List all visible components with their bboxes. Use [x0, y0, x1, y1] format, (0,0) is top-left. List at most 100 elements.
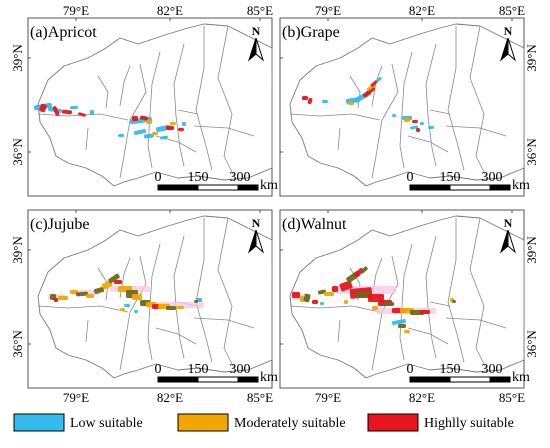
map-panel: 79°E 82°E 85°E 39°N 36°N (a)Apricot N 0 150 300 km — [10, 3, 279, 197]
scale-bar-label: 300 — [230, 170, 251, 185]
map-panel: 79°E 82°E 85°E 39°N 36°N (c)Jujube N 0 150 300 km — [10, 209, 278, 405]
suitability-patch — [132, 294, 142, 300]
scale-bar-label: 150 — [188, 362, 209, 377]
map-content — [289, 215, 525, 379]
county-boundary — [425, 43, 437, 167]
scale-bar-label: 0 — [155, 362, 162, 377]
suitability-patch — [398, 324, 406, 328]
suitability-patch — [146, 120, 152, 124]
scale-bar-segment-1 — [409, 184, 451, 191]
county-boundary — [445, 317, 507, 329]
county-boundary — [447, 218, 465, 363]
county-boundary — [337, 319, 341, 343]
suitability-patch — [292, 292, 300, 298]
scale-bar: 0 150 300 km — [155, 170, 279, 193]
county-boundary — [177, 109, 199, 115]
north-label: N — [252, 216, 261, 230]
county-boundary — [119, 65, 131, 107]
region-outline — [37, 215, 273, 379]
lon-tick-label: 82°E — [409, 3, 435, 18]
scale-bar-unit: km — [512, 178, 530, 193]
lon-tick-label: 79°E — [63, 3, 89, 18]
suitability-patch — [376, 77, 382, 82]
suitability-patch — [52, 106, 60, 116]
county-boundary — [289, 305, 381, 313]
suitability-patch — [302, 96, 308, 100]
scale-bar-label: 150 — [440, 170, 461, 185]
county-boundary — [119, 255, 147, 371]
suitability-patch — [370, 80, 378, 87]
scale-bar-unit: km — [260, 370, 278, 385]
region-outline — [289, 215, 525, 379]
lon-tick-label: 85°E — [247, 390, 273, 405]
scale-bar-label: 0 — [407, 362, 414, 377]
suitability-patch — [312, 300, 318, 304]
panel-title: (b)Grape — [282, 24, 340, 41]
scale-bar-segment-1 — [157, 184, 199, 191]
suitability-patch — [412, 120, 418, 123]
scale-bar-label: 150 — [188, 170, 209, 185]
county-boundary — [469, 25, 487, 177]
suitability-patch — [410, 125, 418, 130]
lat-tick-label: 36°N — [10, 330, 25, 358]
panel-title: (c)Jujube — [30, 216, 90, 233]
lon-tick-label: 82°E — [409, 390, 435, 405]
lat-tick-label: 36°N — [524, 330, 539, 358]
legend-label: Highlly suitable — [424, 416, 514, 431]
county-boundary — [407, 135, 449, 153]
suitability-patch — [420, 122, 424, 125]
scale-bar-segment-2 — [197, 184, 239, 191]
suitability-patch — [344, 300, 348, 304]
scale-bar-segment-3 — [237, 184, 259, 191]
suitability-patch — [307, 97, 313, 105]
scale-bar-label: 150 — [440, 362, 461, 377]
map-content — [33, 23, 273, 187]
suitability-patch — [160, 135, 168, 140]
north-label: N — [504, 24, 513, 38]
suitability-patch — [332, 286, 338, 292]
suitability-patch — [339, 280, 353, 292]
lon-tick-label: 82°E — [157, 3, 183, 18]
north-arrow-icon: N — [499, 24, 517, 62]
county-boundary — [337, 127, 341, 151]
suitability-patch — [372, 306, 378, 310]
county-boundary — [447, 26, 465, 171]
county-boundary — [173, 43, 185, 167]
county-boundary — [429, 301, 451, 307]
suitability-patch — [78, 112, 86, 117]
suitability-patch — [404, 330, 410, 333]
suitability-patch — [39, 103, 47, 113]
north-arrow-right-half — [255, 37, 265, 62]
scale-bar-segment-2 — [449, 184, 491, 191]
county-boundary — [155, 327, 197, 345]
suitability-patch — [152, 132, 158, 135]
map-content — [289, 23, 525, 187]
scale-bar-segment-1 — [157, 376, 199, 383]
scale-bar-segment-3 — [489, 376, 511, 383]
legend-item: Low suitable — [13, 413, 143, 432]
suitability-patch — [132, 116, 138, 121]
county-boundary — [195, 26, 213, 171]
scale-bar-label: 300 — [482, 170, 503, 185]
suitability-patch — [120, 308, 125, 311]
county-boundary — [429, 109, 451, 115]
suitability-patch — [300, 296, 304, 302]
suitability-patch — [391, 319, 407, 325]
suitability-patch — [322, 100, 328, 103]
suitability-patch — [75, 291, 89, 297]
suitability-patch — [362, 86, 376, 98]
suitability-patch — [152, 304, 160, 309]
lon-tick-label: 85°E — [499, 390, 525, 405]
legend-label: Low suitable — [70, 416, 143, 431]
scale-bar-label: 0 — [155, 170, 162, 185]
scale-bar-label: 300 — [230, 362, 251, 377]
suitability-patch — [86, 294, 94, 298]
scale-bar-unit: km — [260, 178, 278, 193]
suitability-patch — [416, 128, 420, 132]
scale-bar-label: 0 — [407, 170, 414, 185]
north-arrow-right-half — [255, 229, 265, 254]
suitability-patch — [452, 300, 456, 303]
suitability-patch — [93, 287, 105, 294]
scale-bar-segment-3 — [237, 376, 259, 383]
region-outline — [37, 23, 273, 187]
